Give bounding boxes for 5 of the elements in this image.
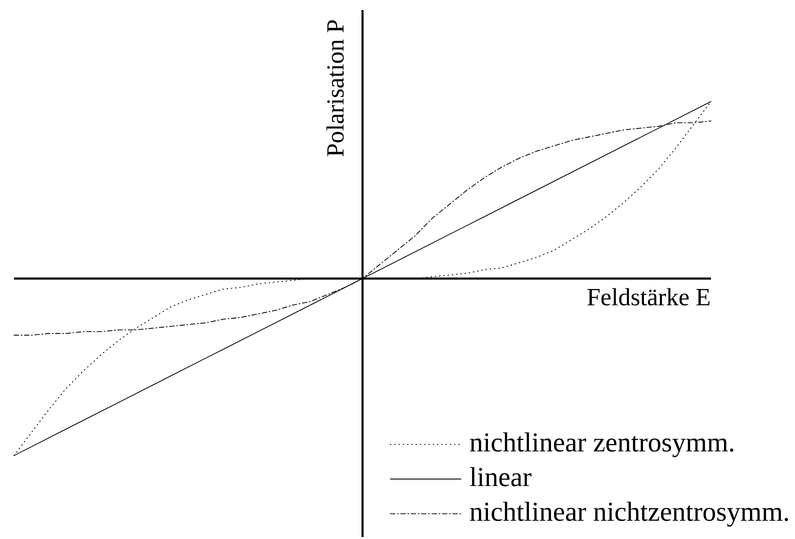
y-axis-title: Polarisation P (326, 20, 344, 156)
legend-label: nichtlinear zentrosymm. (470, 432, 734, 458)
legend-label: nichtlinear nichtzentrosymm. (470, 502, 788, 527)
x-axis-title: Feldstärke E (587, 288, 710, 306)
legend-label: linear (470, 467, 532, 486)
